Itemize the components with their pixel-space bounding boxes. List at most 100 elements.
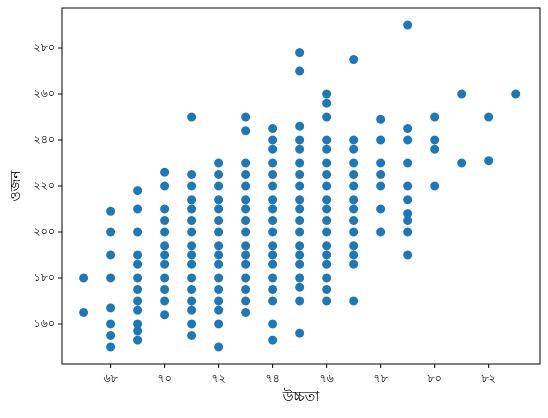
point xyxy=(322,135,332,145)
point xyxy=(187,259,197,269)
point xyxy=(295,144,305,154)
point xyxy=(295,158,305,168)
point xyxy=(133,326,143,336)
point xyxy=(133,319,143,329)
point xyxy=(295,241,305,251)
point xyxy=(295,273,305,283)
point xyxy=(133,335,143,345)
point xyxy=(214,204,224,214)
point xyxy=(403,195,413,205)
point xyxy=(268,241,278,251)
point xyxy=(322,284,332,294)
point xyxy=(295,259,305,269)
y-tick-label: ১৮০ xyxy=(34,271,55,284)
x-tick-label: ৭২ xyxy=(211,372,225,385)
y-tick-label: ২০০ xyxy=(34,225,55,238)
point xyxy=(376,227,386,237)
point xyxy=(106,206,116,216)
point xyxy=(187,181,197,191)
point xyxy=(430,144,440,154)
point xyxy=(187,195,197,205)
x-tick-label: ৭৬ xyxy=(319,372,333,385)
point xyxy=(160,310,170,320)
point xyxy=(295,181,305,191)
point xyxy=(484,156,494,166)
point xyxy=(187,305,197,315)
point xyxy=(106,250,116,260)
point xyxy=(403,158,413,168)
point xyxy=(403,215,413,225)
point xyxy=(106,342,116,352)
point xyxy=(322,170,332,180)
point xyxy=(322,296,332,306)
x-axis-label: উচ্চতা xyxy=(282,388,321,405)
x-tick-label: ৭৮ xyxy=(374,372,388,385)
point xyxy=(268,335,278,345)
point xyxy=(187,204,197,214)
x-tick-label: ৮২ xyxy=(482,372,496,385)
point xyxy=(214,259,224,269)
point xyxy=(268,135,278,145)
point xyxy=(106,227,116,237)
point xyxy=(268,195,278,205)
point xyxy=(403,135,413,145)
point xyxy=(322,215,332,225)
point xyxy=(241,126,251,136)
point xyxy=(322,144,332,154)
y-tick-label: ২৬০ xyxy=(34,87,55,100)
point xyxy=(268,284,278,294)
point xyxy=(295,328,305,338)
point xyxy=(133,204,143,214)
point xyxy=(349,250,359,260)
point xyxy=(160,250,170,260)
point xyxy=(214,305,224,315)
point xyxy=(268,319,278,329)
point xyxy=(160,284,170,294)
point xyxy=(295,195,305,205)
point xyxy=(133,305,143,315)
point xyxy=(322,112,332,122)
point xyxy=(376,204,386,214)
point xyxy=(268,158,278,168)
point xyxy=(349,144,359,154)
point xyxy=(241,181,251,191)
point xyxy=(133,273,143,283)
point xyxy=(322,89,332,99)
point xyxy=(241,250,251,260)
point xyxy=(133,250,143,260)
point xyxy=(403,20,413,30)
point xyxy=(241,241,251,251)
point xyxy=(79,307,89,317)
point xyxy=(160,296,170,306)
point xyxy=(268,227,278,237)
point xyxy=(322,250,332,260)
point xyxy=(187,296,197,306)
point xyxy=(403,181,413,191)
x-tick-label: ৭৪ xyxy=(265,372,279,385)
point xyxy=(214,181,224,191)
point xyxy=(511,89,521,99)
point xyxy=(106,303,116,313)
point xyxy=(133,284,143,294)
point xyxy=(295,170,305,180)
point xyxy=(349,227,359,237)
point xyxy=(376,135,386,145)
point xyxy=(133,227,143,237)
point xyxy=(241,158,251,168)
point xyxy=(322,181,332,191)
point xyxy=(268,170,278,180)
point xyxy=(160,204,170,214)
point xyxy=(241,195,251,205)
point xyxy=(295,135,305,145)
point xyxy=(160,273,170,283)
point xyxy=(160,167,170,177)
point xyxy=(187,319,197,329)
point xyxy=(214,296,224,306)
point xyxy=(349,195,359,205)
x-tick-label: ৬৮ xyxy=(103,372,117,385)
x-tick-label: ৭০ xyxy=(157,372,171,385)
point xyxy=(187,227,197,237)
point xyxy=(322,273,332,283)
point xyxy=(241,215,251,225)
point xyxy=(241,170,251,180)
